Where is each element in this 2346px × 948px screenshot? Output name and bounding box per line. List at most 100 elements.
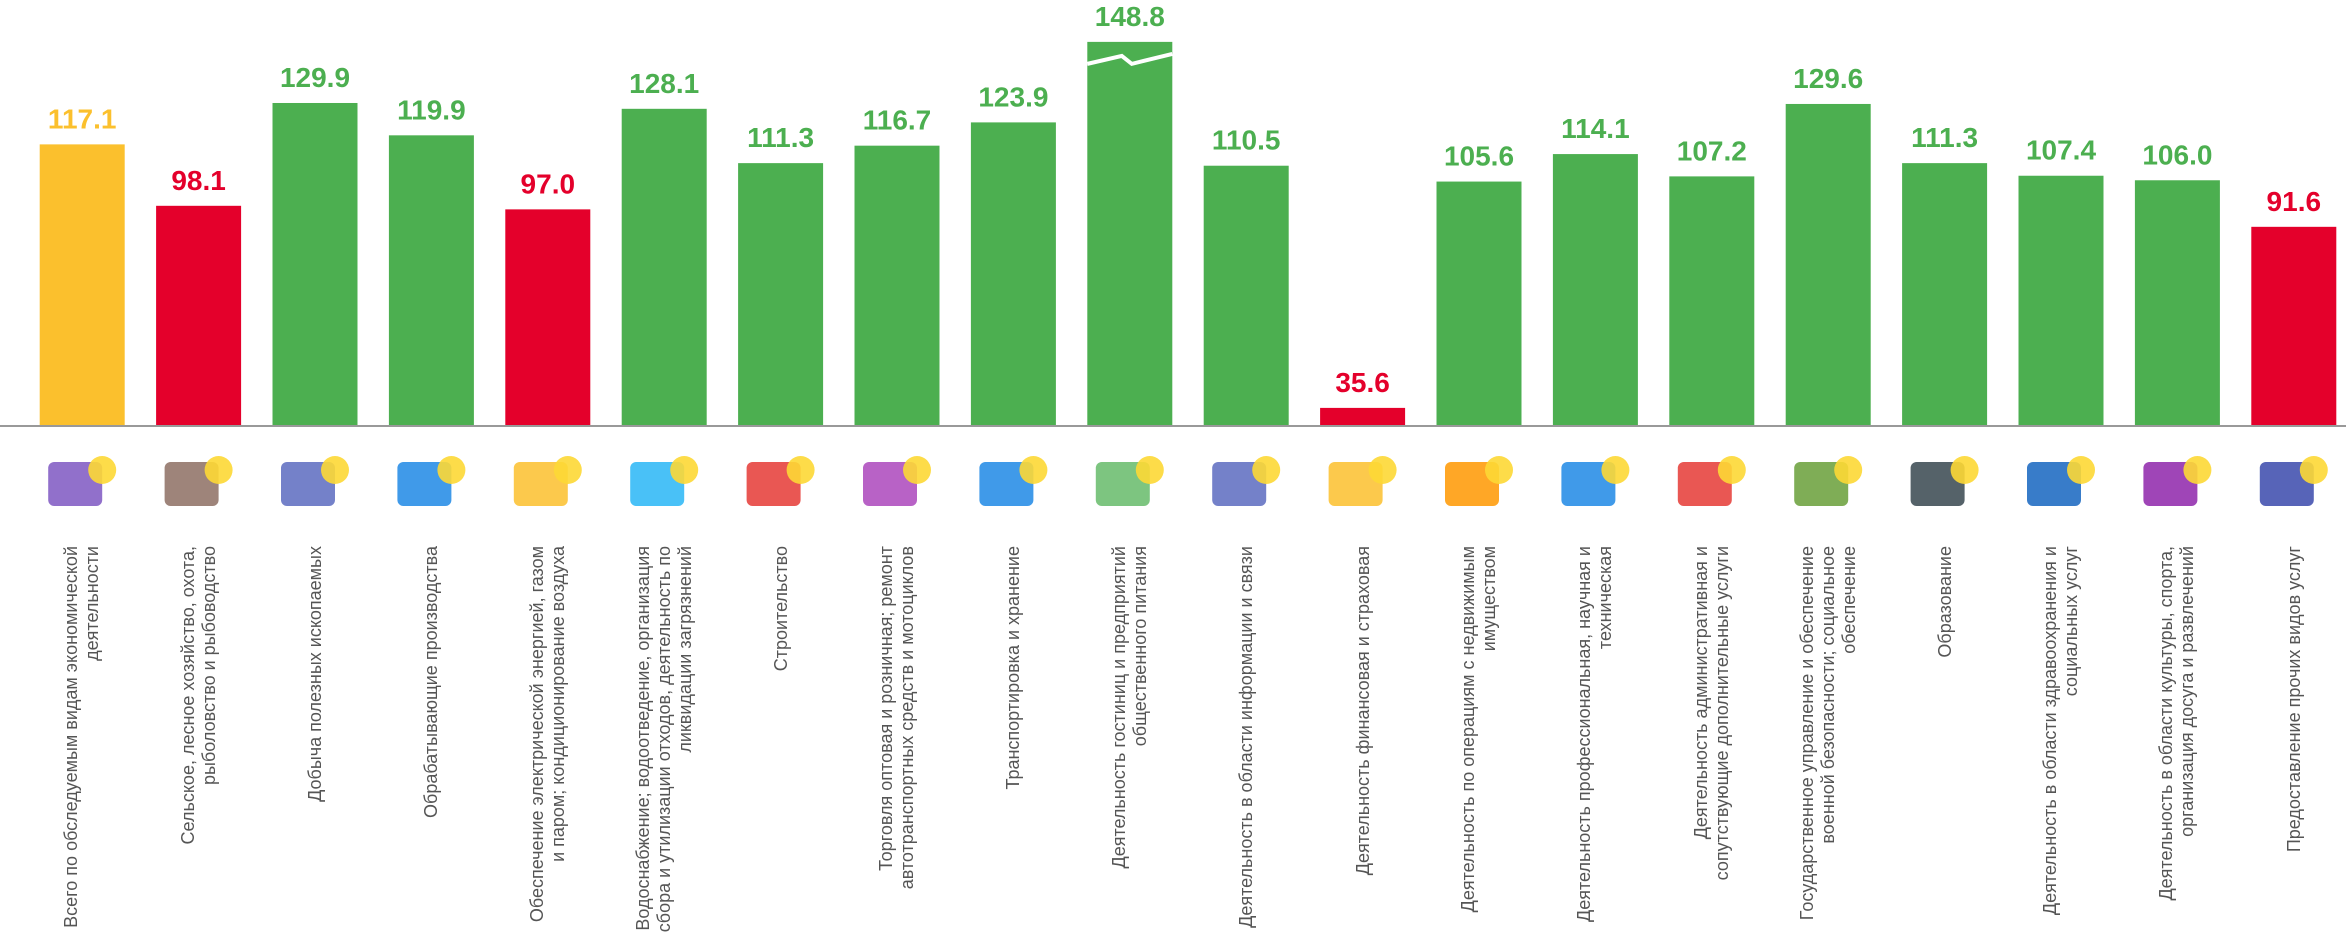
icon-shape (2183, 456, 2212, 484)
bar (1785, 103, 1871, 427)
category-label: Водоснабжение; водоотведение, организаци… (632, 546, 695, 933)
category-icon (1794, 456, 1863, 506)
value-label: 114.1 (1561, 113, 1630, 144)
category-label: Деятельность в области здравоохранения и… (2040, 546, 2081, 916)
category-icon (630, 456, 699, 506)
bar (1552, 154, 1638, 426)
bar (388, 135, 474, 426)
category-label: Всего по обследуемым видам экономической… (61, 546, 103, 928)
category-label: Деятельность в области информации и связ… (1235, 546, 1256, 928)
category-label: Транспортировка и хранение (1002, 546, 1023, 790)
category-icon (164, 456, 233, 506)
icon-shape (1601, 456, 1630, 484)
value-label: 148.8 (1095, 1, 1165, 32)
category-icon (1328, 456, 1397, 506)
bar (2251, 226, 2337, 426)
icon-shape (1834, 456, 1863, 484)
bar (1087, 41, 1173, 426)
icon-shape (2299, 456, 2328, 484)
category-icon (281, 456, 349, 506)
category-label: Деятельность административная и сопутств… (1690, 546, 1732, 881)
category-label: Добыча полезных ископаемых (304, 546, 325, 802)
value-label: 117.1 (48, 103, 117, 134)
category-label: Образование (1934, 546, 1955, 658)
value-label: 98.1 (171, 165, 226, 196)
value-label: 129.6 (1793, 63, 1863, 94)
bar (1203, 165, 1289, 426)
value-label: 110.5 (1212, 125, 1281, 156)
category-label: Деятельность по операциям с недвижимым и… (1458, 546, 1499, 913)
category-icon (1095, 456, 1164, 506)
value-label: 116.7 (863, 105, 932, 136)
bar (156, 205, 242, 426)
icon-shape (1717, 456, 1746, 484)
category-label: Сельское, лесное хозяйство, охота, рыбол… (177, 546, 219, 845)
bar (738, 163, 824, 426)
value-label: 35.6 (1335, 367, 1390, 398)
bar (1902, 163, 1988, 426)
bar (970, 122, 1056, 426)
category-label: Деятельность гостиниц и предприятий обще… (1108, 546, 1150, 869)
category-icon (48, 456, 117, 506)
bar (1320, 407, 1406, 426)
category-icon (863, 456, 931, 506)
icon-shape (1485, 456, 1513, 484)
bar (2134, 180, 2220, 426)
category-icon (513, 456, 582, 506)
category-label: Предоставление прочих видов услуг (2283, 546, 2304, 853)
value-label: 111.3 (1911, 122, 1978, 153)
bar (505, 209, 591, 426)
category-label: Торговля оптовая и розничная; ремонт авт… (876, 546, 917, 890)
bar (272, 102, 358, 427)
value-label: 107.2 (1677, 135, 1747, 166)
category-icon (397, 456, 466, 506)
category-label: Деятельность в области культуры, спорта,… (2156, 546, 2198, 901)
bar (621, 108, 707, 426)
bar-break (1086, 51, 1173, 67)
icon-shape (1252, 456, 1281, 484)
category-icon (746, 456, 815, 506)
category-icon (2027, 456, 2095, 506)
value-label: 111.3 (747, 122, 814, 153)
value-label: 107.4 (2026, 135, 2096, 166)
category-icon (1677, 456, 1746, 506)
value-label: 91.6 (2267, 186, 2322, 217)
icon-shape (204, 456, 233, 484)
category-label: Деятельность финансовая и страховая (1352, 546, 1373, 876)
category-label: Строительство (770, 546, 791, 672)
category-icon (1445, 456, 1513, 506)
icon-shape (1950, 456, 1979, 484)
bar (2018, 175, 2104, 426)
category-icon (2259, 456, 2328, 506)
category-icon (979, 456, 1048, 506)
category-label: Обрабатывающие производства (420, 546, 441, 818)
icon-shape (1019, 456, 1048, 484)
category-icon (1212, 456, 1281, 506)
icon-shape (321, 456, 349, 484)
category-label: Обеспечение электрической энергией, газо… (526, 546, 568, 923)
bar (39, 144, 125, 427)
bar (854, 145, 940, 427)
value-label: 129.9 (280, 62, 350, 93)
value-label: 106.0 (2142, 139, 2212, 170)
category-label: Деятельность профессиональная, научная и… (1574, 546, 1616, 922)
value-label: 119.9 (397, 94, 466, 125)
icon-shape (2067, 456, 2095, 484)
icon-shape (786, 456, 815, 484)
category-icon (1910, 456, 1979, 506)
value-label: 105.6 (1444, 141, 1514, 172)
bar (1436, 181, 1522, 426)
value-label: 123.9 (978, 81, 1048, 112)
icon-shape (88, 456, 117, 484)
icon-shape (670, 456, 699, 484)
category-icon (2143, 456, 2212, 506)
icon-shape (1135, 456, 1164, 484)
icon-shape (437, 456, 466, 484)
icon-shape (903, 456, 931, 484)
icon-shape (1368, 456, 1397, 484)
category-icon (1561, 456, 1630, 506)
icon-shape (553, 456, 582, 484)
value-label: 97.0 (521, 168, 576, 199)
